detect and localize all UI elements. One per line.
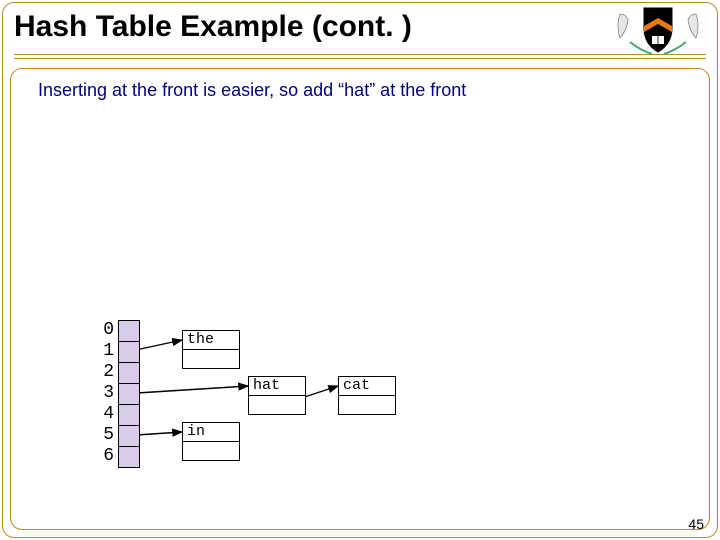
bucket-cell <box>118 362 140 384</box>
node-label: hat <box>248 376 306 396</box>
princeton-crest-icon <box>614 4 702 62</box>
slide-title: Hash Table Example (cont. ) <box>14 10 412 44</box>
node-next <box>182 349 240 369</box>
bucket-cell <box>118 320 140 342</box>
bucket-index: 2 <box>100 362 114 382</box>
bucket-cell <box>118 446 140 468</box>
title-rule-1 <box>14 54 706 55</box>
node-label: cat <box>338 376 396 396</box>
body-text: Inserting at the front is easier, so add… <box>38 80 466 101</box>
bucket-index: 5 <box>100 425 114 445</box>
title-rule-2 <box>14 58 706 59</box>
bucket-index: 0 <box>100 320 114 340</box>
node-label: in <box>182 422 240 442</box>
hash-diagram: 0123456 the hat cat in <box>100 320 500 500</box>
slide-number: 45 <box>688 516 704 532</box>
list-node: cat <box>338 376 396 416</box>
title-area: Hash Table Example (cont. ) <box>14 8 706 64</box>
bucket-index: 3 <box>100 383 114 403</box>
bucket-index: 6 <box>100 446 114 466</box>
node-next <box>248 395 306 415</box>
node-label: the <box>182 330 240 350</box>
bucket-index: 4 <box>100 404 114 424</box>
bucket-cell <box>118 341 140 363</box>
node-next <box>338 395 396 415</box>
node-next <box>182 441 240 461</box>
bucket-index: 1 <box>100 341 114 361</box>
slide: Hash Table Example (cont. ) Inserting at… <box>0 0 720 540</box>
bucket-cell <box>118 404 140 426</box>
list-node: in <box>182 422 240 462</box>
bucket-cell <box>118 425 140 447</box>
list-node: the <box>182 330 240 370</box>
bucket-cell <box>118 383 140 405</box>
list-node: hat <box>248 376 306 416</box>
